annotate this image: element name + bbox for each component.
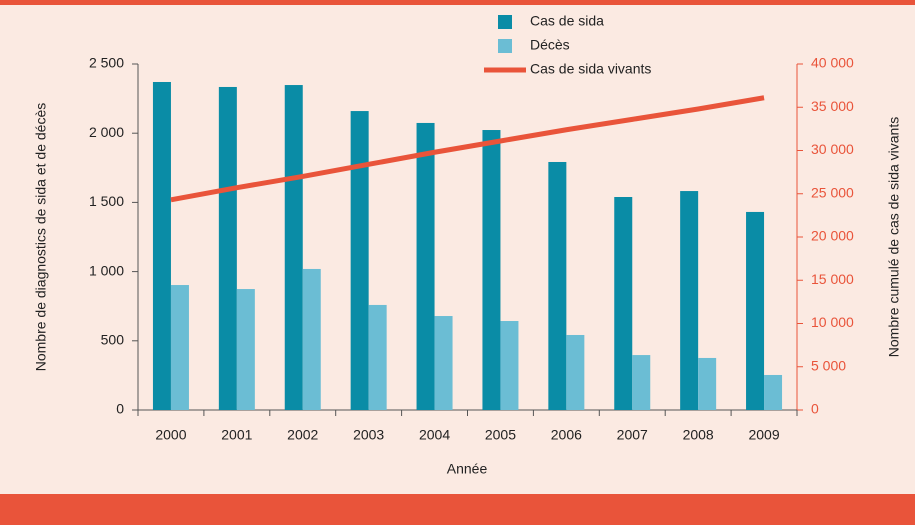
x-tick-label: 2004 [419, 427, 450, 443]
x-axis-label: Année [447, 461, 488, 477]
x-tick-label: 2008 [683, 427, 714, 443]
y2-tick-label: 25 000 [811, 184, 854, 200]
y2-tick-label: 30 000 [811, 141, 854, 157]
bar [482, 130, 501, 411]
x-tick-label: 2009 [748, 427, 779, 443]
bar [746, 211, 765, 410]
top-band [0, 0, 915, 5]
bar [764, 374, 783, 410]
y-tick-label: 1 500 [89, 193, 124, 209]
y2-tick-label: 5 000 [811, 357, 846, 373]
y2-tick-label: 10 000 [811, 314, 854, 330]
bar [614, 197, 633, 410]
legend-label: Cas de sida vivants [530, 61, 651, 77]
legend-swatch [498, 15, 512, 29]
y2-tick-label: 15 000 [811, 271, 854, 287]
y2-axis-label: Nombre cumulé de cas de sida vivants [886, 117, 902, 357]
x-tick-label: 2005 [485, 427, 516, 443]
y-axis-label: Nombre de diagnostics de sida et de décè… [33, 103, 49, 372]
legend-swatch [498, 39, 512, 53]
line [170, 95, 765, 203]
legend-label: Décès [530, 37, 570, 53]
y2-tick-label: 0 [811, 401, 819, 417]
x-tick-label: 2003 [353, 427, 384, 443]
bar [218, 86, 237, 411]
bar [680, 191, 699, 410]
x-tick-label: 2007 [617, 427, 648, 443]
bar [368, 304, 387, 410]
legend-label: Cas de sida [530, 13, 604, 29]
bar [350, 111, 369, 410]
x-tick-label: 2001 [221, 427, 252, 443]
bottom-band [0, 494, 915, 525]
x-tick-label: 2000 [155, 427, 186, 443]
bar [170, 285, 189, 410]
bar [152, 81, 171, 410]
y-tick-label: 500 [101, 332, 125, 348]
bar [236, 289, 255, 410]
y-tick-label: 1 000 [89, 262, 124, 278]
x-tick-label: 2002 [287, 427, 318, 443]
bar [548, 161, 567, 410]
bar [632, 355, 651, 410]
bar [284, 85, 303, 410]
bar [566, 334, 585, 410]
y-tick-label: 2 500 [89, 55, 124, 71]
bar [434, 316, 453, 410]
bar [500, 321, 519, 410]
y2-tick-label: 40 000 [811, 55, 854, 71]
y-tick-label: 0 [116, 401, 124, 417]
bar [698, 357, 717, 410]
y2-tick-label: 35 000 [811, 98, 854, 114]
bar [302, 268, 321, 410]
y-tick-label: 2 000 [89, 124, 124, 140]
bar [416, 122, 435, 410]
x-tick-label: 2006 [551, 427, 582, 443]
y2-tick-label: 20 000 [811, 228, 854, 244]
